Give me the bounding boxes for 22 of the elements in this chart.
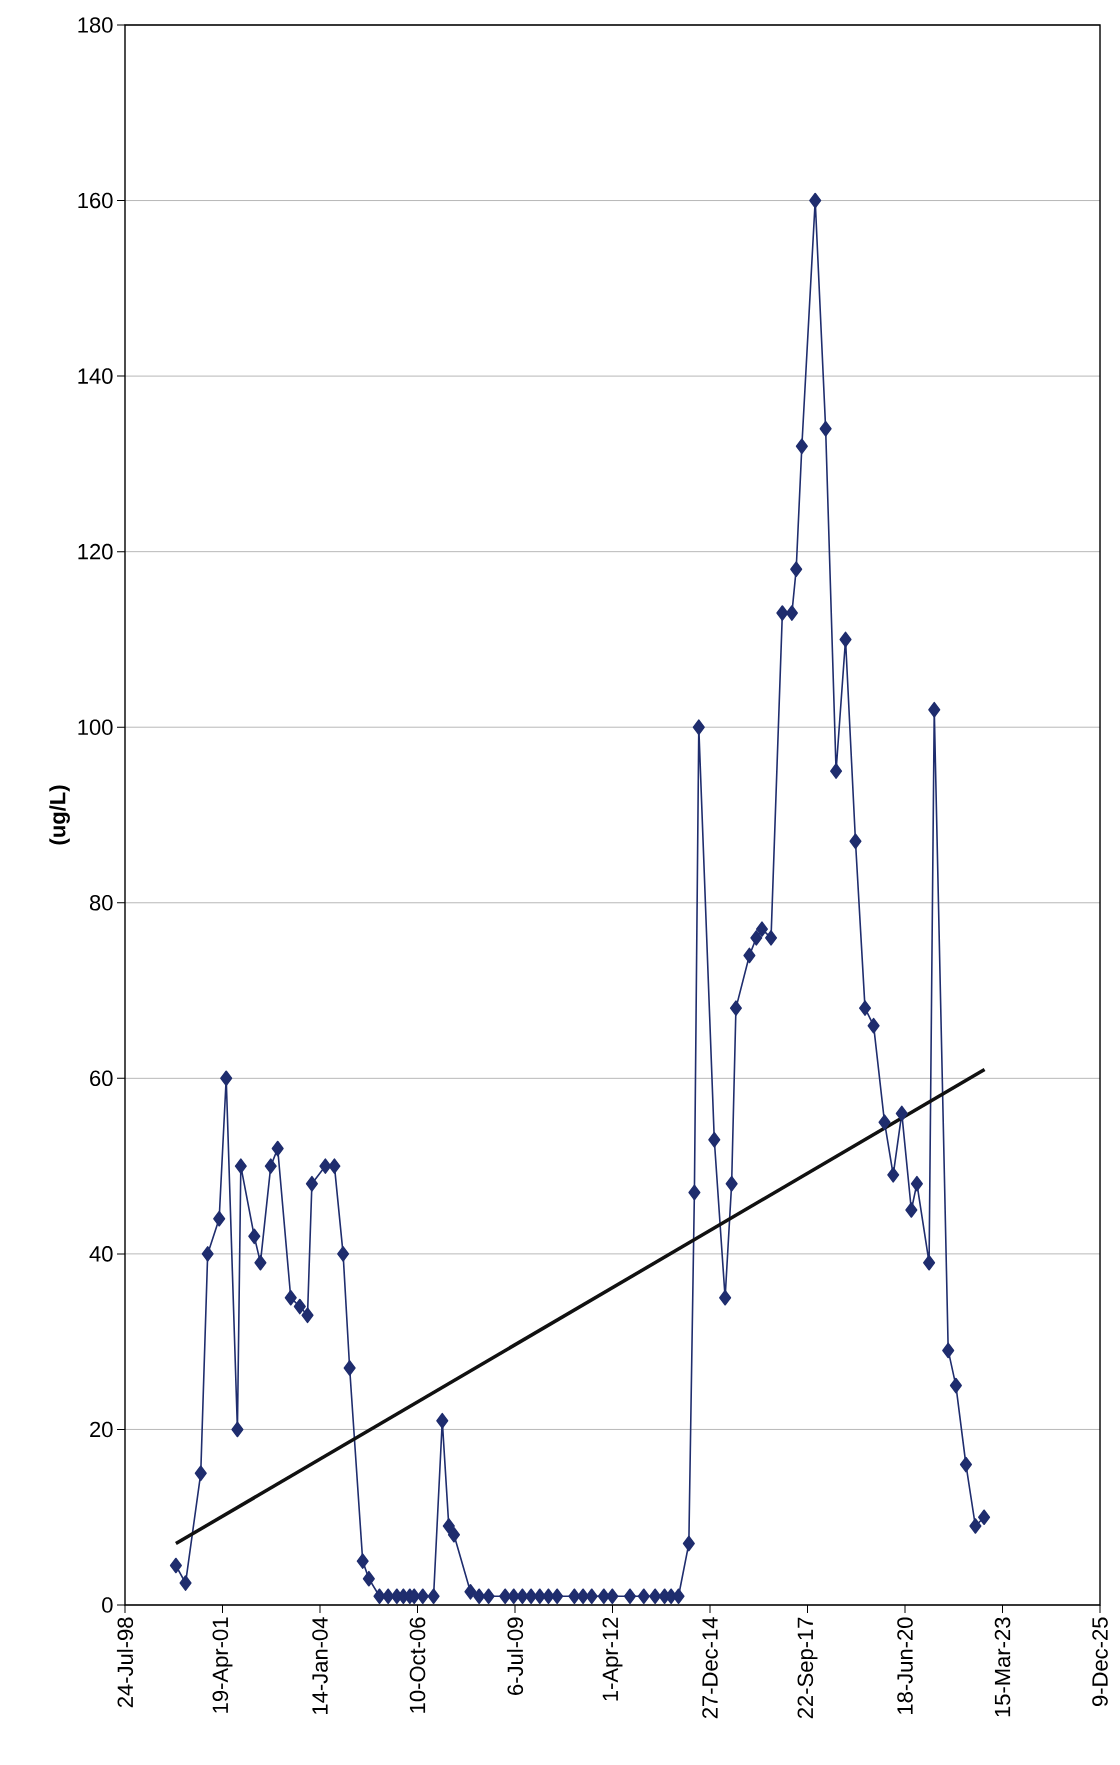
x-tick-label: 18-Jun-20	[897, 1617, 913, 1714]
x-tick-label: 14-Jan-04	[312, 1617, 328, 1714]
x-tick-label: 27-Dec-14	[702, 1617, 718, 1719]
x-tick-label: 9-Dec-25	[1092, 1617, 1108, 1706]
x-tick-label: 24-Jul-98	[116, 1617, 134, 1708]
y-axis-title: (ug/L)	[49, 785, 70, 845]
x-tick-label: 19-Apr-01	[212, 1617, 233, 1713]
y-tick-label: 160	[78, 192, 113, 209]
y-tick-label: 100	[78, 719, 113, 736]
x-tick-label: 22-Sep-17	[797, 1617, 818, 1719]
y-tick-label: 20	[90, 1421, 113, 1438]
y-tick-label: 40	[89, 1246, 113, 1262]
y-tick-label: 60	[90, 1070, 113, 1087]
y-tick-label: 180	[78, 17, 113, 33]
y-tick-label: 140	[78, 368, 113, 384]
x-tick-label: 10-Oct-06	[409, 1617, 426, 1713]
x-tick-label: 6-Jul-09	[506, 1617, 524, 1695]
y-tick-label: 120	[78, 543, 113, 560]
x-tick-label: 15-Mar-23	[994, 1617, 1011, 1717]
y-tick-label: 80	[89, 894, 113, 911]
y-tick-label: 0	[102, 1597, 113, 1613]
x-tick-label: 1-Apr-12	[602, 1617, 623, 1701]
